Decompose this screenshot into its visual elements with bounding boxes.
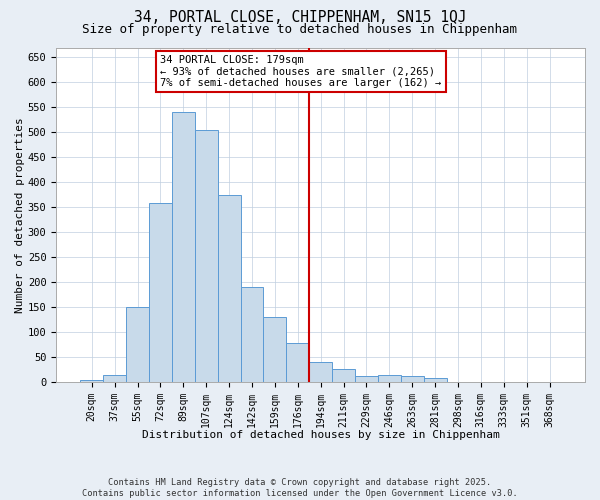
Bar	[263, 318, 286, 382]
Bar	[149, 204, 172, 382]
Bar	[195, 130, 218, 382]
Text: Contains HM Land Registry data © Crown copyright and database right 2025.
Contai: Contains HM Land Registry data © Crown c…	[82, 478, 518, 498]
Bar	[378, 376, 401, 382]
Bar	[355, 376, 378, 382]
Bar	[424, 378, 446, 382]
Text: 34 PORTAL CLOSE: 179sqm
← 93% of detached houses are smaller (2,265)
7% of semi-: 34 PORTAL CLOSE: 179sqm ← 93% of detache…	[160, 55, 442, 88]
Bar	[309, 362, 332, 382]
Bar	[172, 112, 195, 382]
Y-axis label: Number of detached properties: Number of detached properties	[15, 117, 25, 313]
X-axis label: Distribution of detached houses by size in Chippenham: Distribution of detached houses by size …	[142, 430, 499, 440]
Bar	[126, 308, 149, 382]
Bar	[241, 288, 263, 382]
Bar	[103, 375, 126, 382]
Bar	[218, 195, 241, 382]
Bar	[332, 369, 355, 382]
Bar	[286, 344, 309, 382]
Bar	[401, 376, 424, 382]
Text: 34, PORTAL CLOSE, CHIPPENHAM, SN15 1QJ: 34, PORTAL CLOSE, CHIPPENHAM, SN15 1QJ	[134, 10, 466, 25]
Text: Size of property relative to detached houses in Chippenham: Size of property relative to detached ho…	[83, 22, 517, 36]
Bar	[80, 380, 103, 382]
